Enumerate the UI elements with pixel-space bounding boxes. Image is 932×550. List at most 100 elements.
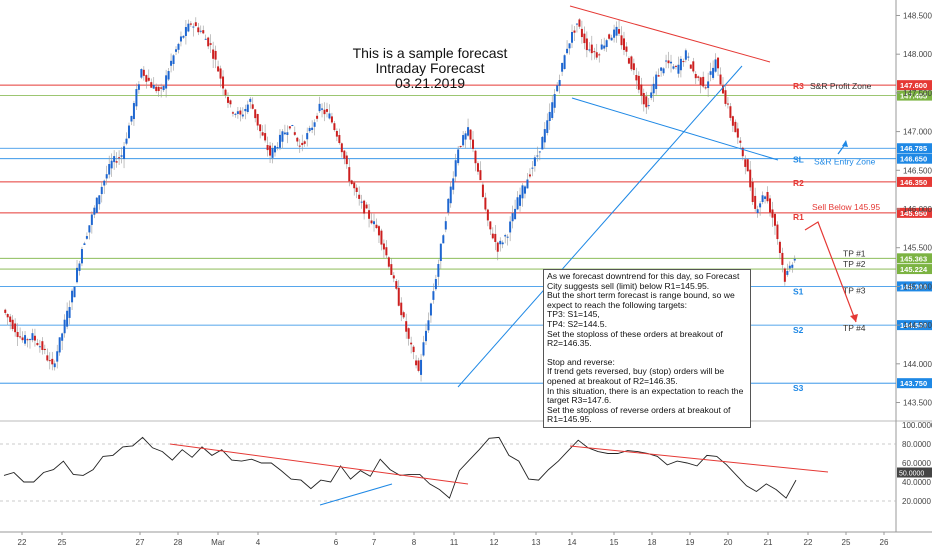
candle-body <box>31 333 34 341</box>
candle-body <box>578 19 581 27</box>
candle-body <box>622 38 625 50</box>
candle-body <box>142 69 145 76</box>
candle-body <box>744 159 747 167</box>
candle-body <box>657 75 660 77</box>
candle-body <box>410 342 413 345</box>
candle-body <box>749 169 752 188</box>
rsi-line <box>3 436 797 499</box>
candle-body <box>254 109 257 119</box>
annotation-para-1: As we forecast downtrend for this day, s… <box>547 271 740 291</box>
candle-body <box>207 37 210 47</box>
candle-body <box>447 198 450 213</box>
candle-body <box>231 112 234 114</box>
candle-body <box>145 75 148 82</box>
candle-body <box>506 236 509 238</box>
time-tick-label: 26 <box>880 538 889 547</box>
candle-body <box>630 56 633 70</box>
candle-body <box>140 69 143 78</box>
candle-body <box>514 208 517 220</box>
candle-body <box>541 136 544 150</box>
level-price-tag <box>897 320 932 331</box>
level-price-tag-text: 147.465 <box>900 92 927 101</box>
candle-body <box>283 132 286 135</box>
candle-body <box>53 363 56 368</box>
candle-body <box>259 124 262 132</box>
candle-body <box>43 348 46 351</box>
level-label: TP #2 <box>843 259 866 269</box>
candle-body <box>412 346 415 353</box>
level-price-tag <box>897 80 932 91</box>
candle-body <box>511 213 514 222</box>
rsi-divergence-line-1 <box>169 443 469 485</box>
time-tick-label: 11 <box>450 538 459 547</box>
candle-body <box>392 275 395 279</box>
candle-body <box>472 139 475 149</box>
candle-body <box>519 194 522 206</box>
candle-body <box>766 192 769 202</box>
candle-body <box>786 270 789 275</box>
candle-body <box>71 290 74 303</box>
candle-body <box>118 157 121 159</box>
candle-body <box>115 161 118 163</box>
candle-body <box>670 61 673 64</box>
candle-body <box>355 187 358 192</box>
chart-title: This is a sample forecast Intraday Forec… <box>330 46 530 91</box>
level-price-tag <box>897 378 932 389</box>
candle-body <box>741 147 744 157</box>
candle-body <box>132 103 135 120</box>
candle-body <box>746 159 749 172</box>
candle-body <box>422 342 425 356</box>
candle-body <box>83 243 86 246</box>
candle-body <box>202 30 205 34</box>
candle-body <box>28 339 31 341</box>
candle-body <box>454 160 457 177</box>
candle-body <box>751 181 754 203</box>
candle-body <box>303 141 306 144</box>
candle-body <box>306 133 309 140</box>
candle-body <box>783 268 786 282</box>
annotation-para-6: Stop and reverse: <box>547 356 615 367</box>
candle-body <box>241 114 244 117</box>
candle-body <box>293 132 296 135</box>
candle-body <box>420 359 423 375</box>
candle-body <box>615 26 618 36</box>
annotation-para-9: Set the stoploss of reverse orders at br… <box>547 404 731 425</box>
level-note: S&R Entry Zone <box>814 157 876 167</box>
candle-body <box>78 263 81 271</box>
candle-body <box>46 355 49 361</box>
candle-body <box>85 236 88 239</box>
candle-body <box>721 85 724 94</box>
level-label: TP #1 <box>843 248 866 258</box>
candle-body <box>437 264 440 277</box>
time-tick-label: 6 <box>334 538 339 547</box>
time-tick-label: 13 <box>532 538 541 547</box>
candle-body <box>566 48 569 54</box>
candle-body <box>261 132 264 136</box>
candle-body <box>209 43 212 45</box>
time-tick-label: 27 <box>136 538 145 547</box>
rsi-tick-label: 40.0000 <box>902 478 931 487</box>
candle-body <box>613 29 616 38</box>
candle-body <box>288 126 291 129</box>
candle-body <box>73 286 76 298</box>
price-tick-label: 144.500 <box>903 321 932 330</box>
candle-body <box>528 174 531 177</box>
candle-body <box>625 46 628 52</box>
candle-body <box>278 134 281 148</box>
candle-body <box>702 76 705 87</box>
candle-body <box>568 43 571 49</box>
candle-body <box>523 186 526 194</box>
time-tick-label: 21 <box>764 538 773 547</box>
rsi-level-tag <box>897 467 932 478</box>
level-price-tag <box>897 153 932 164</box>
candle-body <box>350 180 353 185</box>
candle-body <box>546 120 549 133</box>
candle-body <box>135 89 138 107</box>
price-tick-label: 147.500 <box>903 89 932 98</box>
candle-body <box>400 302 403 316</box>
candle-body <box>781 252 784 265</box>
candle-body <box>605 40 608 48</box>
candle-body <box>38 346 41 348</box>
candle-body <box>551 102 554 118</box>
